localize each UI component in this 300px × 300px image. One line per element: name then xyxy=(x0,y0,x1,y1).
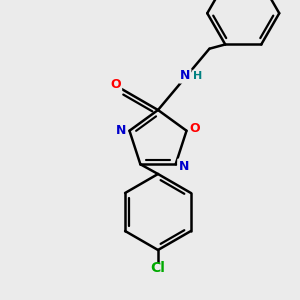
Text: Cl: Cl xyxy=(151,261,165,275)
Text: H: H xyxy=(194,71,202,81)
Text: N: N xyxy=(180,69,190,82)
Text: O: O xyxy=(189,122,200,135)
Text: N: N xyxy=(116,124,127,137)
Text: O: O xyxy=(110,79,121,92)
Text: N: N xyxy=(178,160,189,173)
